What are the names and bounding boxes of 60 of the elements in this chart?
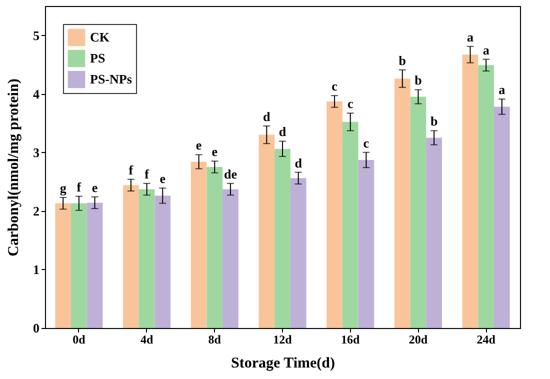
x-tick-label: 8d [208,332,222,346]
bar [494,106,510,328]
data-label: c [332,78,338,94]
data-label: e [212,144,218,160]
bar [55,203,72,328]
bar [290,178,306,328]
data-label: a [466,29,474,44]
x-tick-label: 4d [140,332,154,346]
y-tick-label: 5 [33,28,40,43]
bar [462,54,478,328]
data-label: f [144,166,150,182]
bar [274,148,290,328]
bar [206,167,223,328]
bar [342,122,358,328]
bar [258,134,275,328]
bar [326,101,342,328]
bar [358,160,374,328]
data-label: c [363,135,370,150]
bar [394,78,410,328]
y-tick-label: 2 [33,203,40,218]
data-label: d [278,124,287,140]
y-tick-label: 3 [33,144,40,160]
data-label: f [128,162,134,178]
bar [426,138,442,328]
bar [190,162,207,328]
bar [86,202,103,328]
data-label: d [294,155,303,170]
bar [410,96,426,328]
legend-label: CK [90,30,110,44]
y-tick-label: 4 [33,86,40,102]
data-label: b [398,52,406,68]
bar [222,189,238,328]
y-axis-title: Carbonyl(nmol/mg protein) [6,78,22,256]
legend-label: PS [90,50,106,66]
legend-label: PS-NPs [90,72,132,86]
bar [123,185,139,328]
y-tick-label: 1 [33,262,40,277]
data-label: a [498,82,506,98]
x-tick-label: 24d [476,332,496,346]
data-label: a [482,42,490,58]
data-label: de [224,166,238,182]
data-label: e [160,171,166,186]
x-tick-label: 20d [408,332,428,346]
data-label: e [92,180,98,195]
y-tick-label: 0 [33,320,40,336]
bar [71,203,87,328]
x-tick-label: 0d [72,332,86,346]
data-label: b [430,114,438,129]
data-label: d [263,109,272,124]
x-tick-label: 12d [273,332,292,346]
data-label: c [347,96,354,112]
data-label: e [196,138,202,153]
x-axis-title: Storage Time(d) [230,356,336,372]
bar [138,189,155,328]
bar [154,196,171,328]
bar [478,65,494,328]
x-tick-label: 16d [341,332,360,346]
data-label: g [60,180,67,196]
data-label: f [76,179,82,194]
data-label: b [414,72,422,88]
